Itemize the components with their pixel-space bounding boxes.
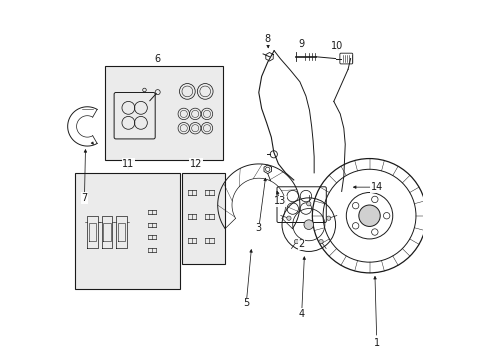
Text: 1: 1 [373,338,379,347]
Circle shape [358,205,380,226]
Circle shape [326,216,330,220]
Text: 2: 2 [298,239,304,249]
Text: 5: 5 [243,298,249,308]
Text: 14: 14 [370,182,382,192]
Text: 8: 8 [264,34,270,44]
Circle shape [352,202,358,209]
Circle shape [318,239,323,244]
Text: 11: 11 [122,159,134,169]
Bar [182,173,224,264]
Circle shape [306,202,310,206]
Bar [75,173,180,289]
Text: 13: 13 [274,197,286,206]
Text: 7: 7 [81,193,87,203]
Circle shape [383,212,389,219]
Circle shape [371,229,377,235]
Bar [105,66,223,160]
Text: 6: 6 [154,54,160,64]
Circle shape [294,239,298,244]
Text: 9: 9 [298,39,304,49]
Text: 10: 10 [330,41,343,51]
Text: 4: 4 [298,309,304,319]
Text: 3: 3 [255,223,261,233]
Circle shape [286,216,290,220]
Circle shape [352,222,358,229]
Text: 12: 12 [190,159,202,169]
Circle shape [304,220,313,229]
Circle shape [371,196,377,203]
